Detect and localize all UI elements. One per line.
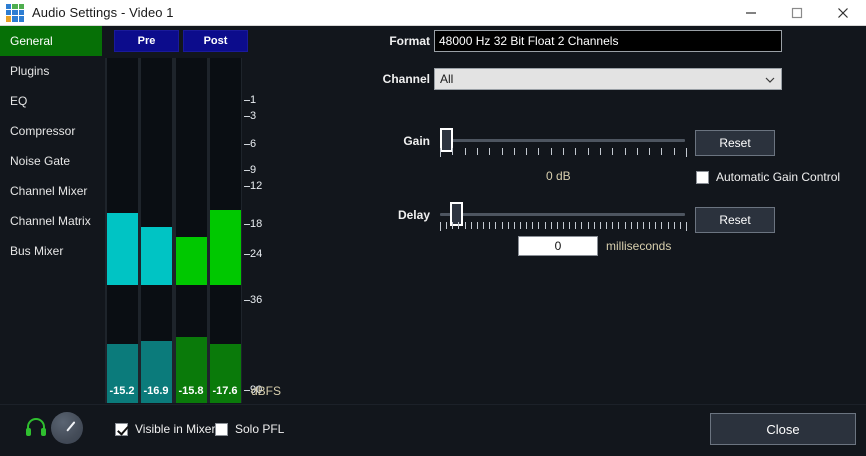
sidebar-item-eq[interactable]: EQ <box>0 86 102 116</box>
sidebar-item-compressor[interactable]: Compressor <box>0 116 102 146</box>
gain-slider-ruler <box>440 148 687 157</box>
window-controls <box>728 0 866 26</box>
channel-selected-value: All <box>440 72 454 86</box>
scale-tick-label: 1 <box>250 94 257 106</box>
gain-slider-thumb[interactable] <box>440 128 454 152</box>
sidebar-item-label: Noise Gate <box>10 154 71 168</box>
meter-bar-post-right <box>210 58 241 403</box>
meter-tabs: Pre Post <box>105 28 285 54</box>
sidebar-item-label: Compressor <box>10 124 76 138</box>
meter-unit-label: dBFS <box>251 384 282 398</box>
scale-tick <box>244 100 250 101</box>
format-field[interactable]: 48000 Hz 32 Bit Float 2 Channels <box>434 30 782 52</box>
sidebar-item-label: EQ <box>10 94 28 108</box>
meter-value-pre-left: -15.2 <box>109 385 135 397</box>
scale-tick <box>244 390 250 391</box>
scale-tick <box>244 300 250 301</box>
visible-in-mixer-label: Visible in Mixer <box>135 422 216 436</box>
scale-tick <box>244 224 250 225</box>
delay-slider-track[interactable] <box>440 213 685 216</box>
sidebar-item-label: Bus Mixer <box>10 244 64 258</box>
sidebar-item-label: Channel Matrix <box>10 214 91 228</box>
sidebar-item-channel-matrix[interactable]: Channel Matrix <box>0 206 102 236</box>
general-settings-form: Format 48000 Hz 32 Bit Float 2 Channels … <box>300 26 866 404</box>
headphone-icon[interactable] <box>25 417 47 442</box>
delay-value-input[interactable]: 0 <box>518 236 598 256</box>
meter-value-post-left: -15.8 <box>178 385 204 397</box>
scale-tick <box>244 144 250 145</box>
scale-tick-label: 36 <box>250 294 263 306</box>
sidebar-item-bus-mixer[interactable]: Bus Mixer <box>0 236 102 266</box>
knob-needle <box>66 421 76 432</box>
meter-value-post-right: -17.6 <box>212 385 238 397</box>
sidebar-item-label: Channel Mixer <box>10 184 88 198</box>
chevron-down-icon <box>765 74 775 84</box>
meter-scale: 1 3 6 9 12 18 24 36 90 <box>244 58 285 403</box>
meter-value-pre-right: -16.9 <box>143 385 169 397</box>
channel-label: Channel <box>382 72 430 86</box>
scale-tick-label: 90 <box>250 384 263 396</box>
sidebar-item-noise-gate[interactable]: Noise Gate <box>0 146 102 176</box>
scale-tick-label: 9 <box>250 164 257 176</box>
scale-tick-label: 12 <box>250 180 263 192</box>
delay-unit-label: milliseconds <box>606 239 672 253</box>
sidebar-item-channel-mixer[interactable]: Channel Mixer <box>0 176 102 206</box>
sidebar-item-label: General <box>10 34 53 48</box>
delay-slider-thumb[interactable] <box>449 202 463 226</box>
sidebar: General Plugins EQ Compressor Noise Gate… <box>0 26 102 404</box>
scale-tick-label: 18 <box>250 218 263 230</box>
sidebar-item-label: Plugins <box>10 64 50 78</box>
title-bar: Audio Settings - Video 1 <box>0 0 866 26</box>
scale-tick <box>244 254 250 255</box>
minimize-icon[interactable] <box>728 0 774 26</box>
solo-pfl-checkbox[interactable]: Solo PFL <box>215 422 284 436</box>
scale-tick-label: 3 <box>250 110 257 122</box>
meter-bars <box>105 58 242 403</box>
scale-tick <box>244 116 250 117</box>
delay-reset-button[interactable]: Reset <box>695 207 775 233</box>
delay-slider-ruler <box>440 222 687 231</box>
format-label: Format <box>389 34 430 48</box>
scale-tick-label: 6 <box>250 138 257 150</box>
scale-tick-label: 24 <box>250 248 263 260</box>
app-logo-icon <box>6 3 24 22</box>
meter-bar-pre-right <box>141 58 172 403</box>
meter-tab-post[interactable]: Post <box>183 30 248 52</box>
gain-value: 0 dB <box>546 169 571 183</box>
close-icon[interactable] <box>820 0 866 26</box>
meter-bar-pre-left <box>107 58 138 403</box>
checkbox-box <box>215 422 228 436</box>
checkbox-box <box>115 422 128 436</box>
window-title: Audio Settings - Video 1 <box>32 5 174 20</box>
scale-tick <box>244 186 250 187</box>
meter-tab-pre[interactable]: Pre <box>114 30 179 52</box>
sidebar-item-plugins[interactable]: Plugins <box>0 56 102 86</box>
close-button[interactable]: Close <box>710 413 856 445</box>
maximize-icon[interactable] <box>774 0 820 26</box>
automatic-gain-control-checkbox[interactable]: Automatic Gain Control <box>696 170 840 184</box>
gain-slider-track[interactable] <box>440 139 685 142</box>
checkbox-box <box>696 170 709 184</box>
channel-select[interactable]: All <box>434 68 782 90</box>
meter-bar-post-left <box>176 58 207 403</box>
gain-reset-button[interactable]: Reset <box>695 130 775 156</box>
delay-label: Delay <box>397 208 430 222</box>
sidebar-item-general[interactable]: General <box>0 26 102 56</box>
meter-readouts: -15.2 -16.9 -15.8 -17.6 dBFS <box>105 381 285 401</box>
visible-in-mixer-checkbox[interactable]: Visible in Mixer <box>115 422 215 436</box>
level-meters: Pre Post 1 3 6 9 12 18 24 36 90 <box>105 28 285 403</box>
automatic-gain-control-label: Automatic Gain Control <box>716 170 841 184</box>
scale-tick <box>244 170 250 171</box>
volume-knob[interactable] <box>51 412 83 444</box>
gain-label: Gain <box>403 134 430 148</box>
solo-pfl-label: Solo PFL <box>235 422 285 436</box>
